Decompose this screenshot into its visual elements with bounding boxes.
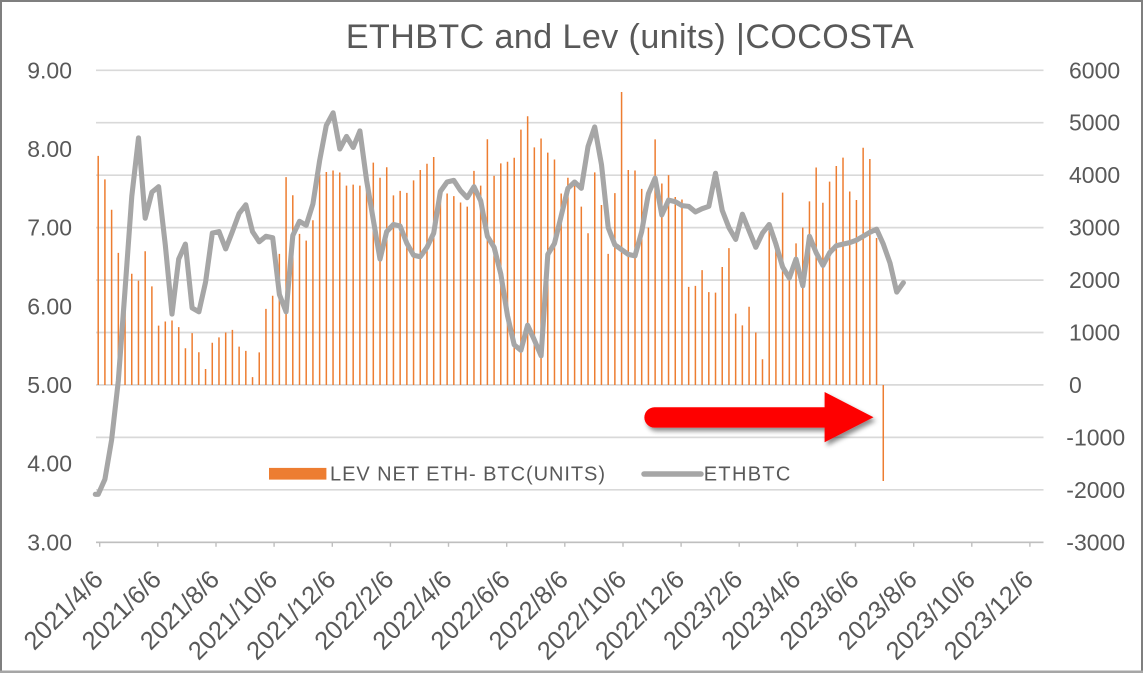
svg-text:-3000: -3000 bbox=[1066, 529, 1125, 555]
svg-text:LEV NET ETH- BTC(UNITS): LEV NET ETH- BTC(UNITS) bbox=[330, 464, 606, 486]
svg-text:-2000: -2000 bbox=[1066, 477, 1125, 503]
svg-text:0: 0 bbox=[1069, 372, 1082, 398]
svg-text:2000: 2000 bbox=[1069, 267, 1120, 293]
svg-text:ETHBTC: ETHBTC bbox=[704, 464, 792, 486]
svg-text:8.00: 8.00 bbox=[27, 136, 72, 162]
svg-text:3000: 3000 bbox=[1069, 215, 1120, 241]
svg-text:7.00: 7.00 bbox=[27, 215, 72, 241]
svg-text:4000: 4000 bbox=[1069, 162, 1120, 188]
svg-text:9.00: 9.00 bbox=[27, 57, 72, 83]
svg-text:ETHBTC and Lev (units) |COCOST: ETHBTC and Lev (units) |COCOSTA bbox=[346, 18, 914, 56]
svg-text:5000: 5000 bbox=[1069, 110, 1120, 136]
svg-text:-1000: -1000 bbox=[1066, 424, 1125, 450]
svg-text:3.00: 3.00 bbox=[27, 529, 72, 555]
svg-text:1000: 1000 bbox=[1069, 320, 1120, 346]
svg-text:6.00: 6.00 bbox=[27, 293, 72, 319]
svg-text:5.00: 5.00 bbox=[27, 372, 72, 398]
svg-text:4.00: 4.00 bbox=[27, 451, 72, 477]
svg-text:6000: 6000 bbox=[1069, 57, 1120, 83]
